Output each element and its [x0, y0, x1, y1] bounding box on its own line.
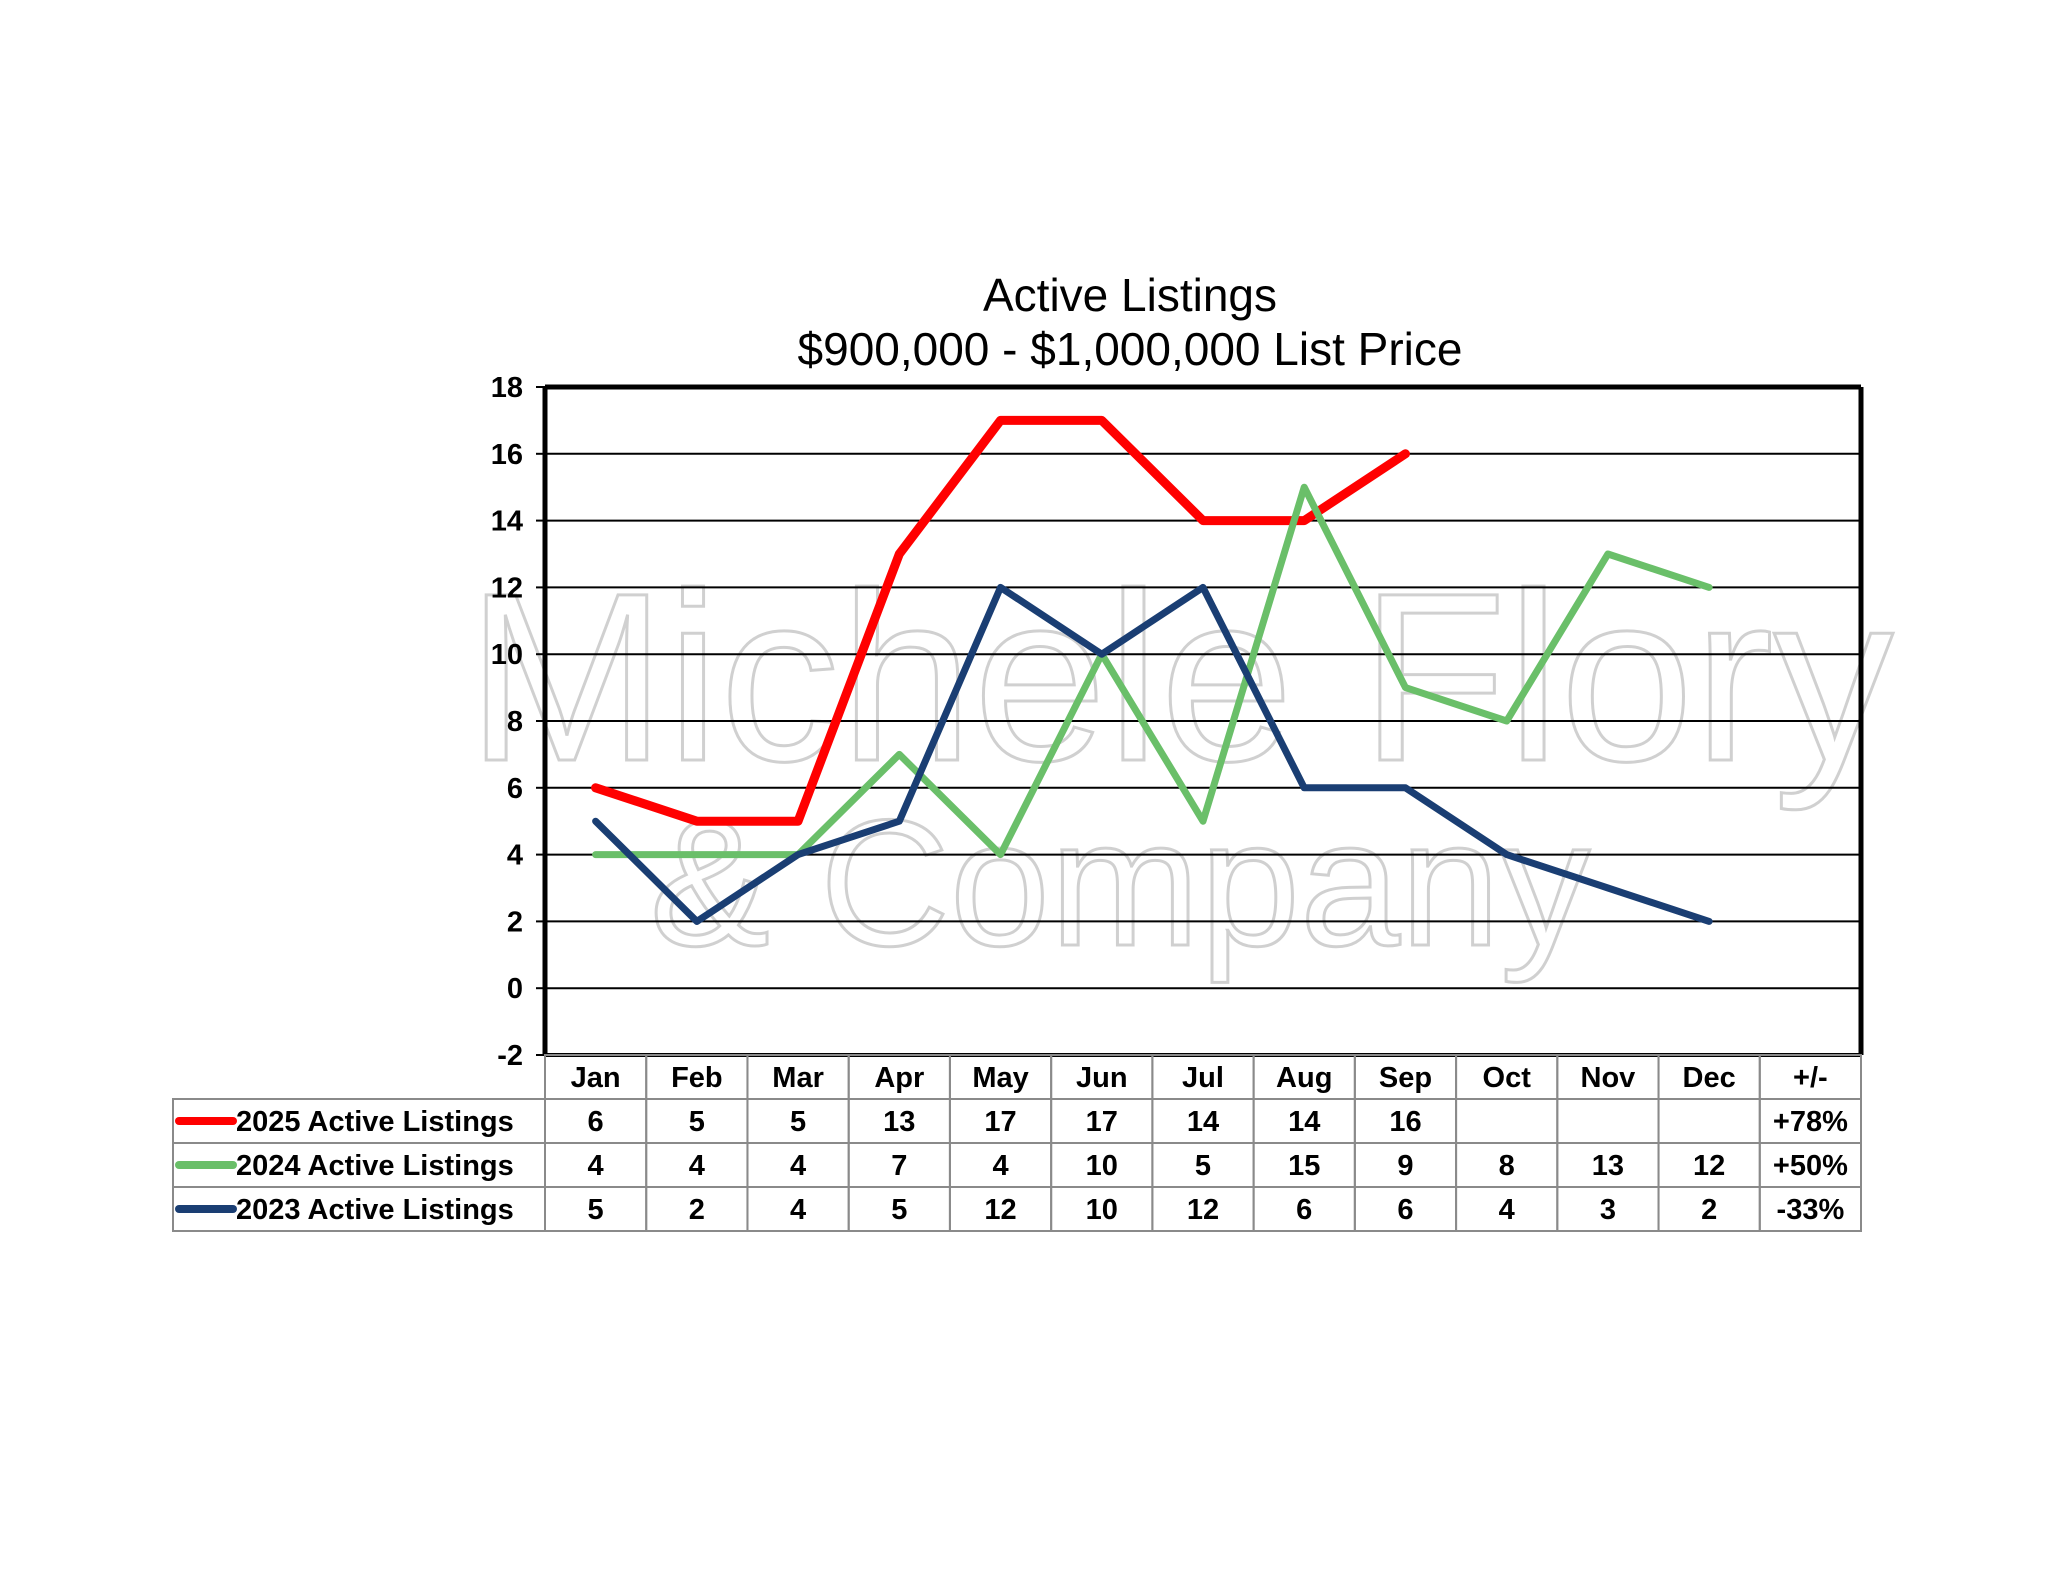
y-tick-label: 0	[507, 973, 523, 1005]
data-label: 15	[1288, 1150, 1320, 1182]
data-label: 4	[790, 1194, 806, 1226]
data-label: 4	[992, 1150, 1008, 1182]
data-label: 5	[1195, 1150, 1211, 1182]
data-label: 17	[1086, 1106, 1118, 1138]
change-value: -33%	[1777, 1194, 1845, 1226]
y-tick-label: 18	[491, 372, 523, 404]
category-label: Jan	[571, 1062, 621, 1094]
y-tick-label: 6	[507, 773, 523, 805]
data-label: 13	[883, 1106, 915, 1138]
data-label: 10	[1086, 1194, 1118, 1226]
category-label: Dec	[1683, 1062, 1736, 1094]
category-label: Feb	[671, 1062, 723, 1094]
y-tick-label: 12	[491, 572, 523, 604]
chart-subtitle: $900,000 - $1,000,000 List Price	[798, 323, 1463, 375]
data-label: 6	[1397, 1194, 1413, 1226]
legend-label: 2023 Active Listings	[236, 1194, 514, 1226]
category-label: Jun	[1076, 1062, 1128, 1094]
category-label: May	[972, 1062, 1028, 1094]
data-label: 12	[984, 1194, 1016, 1226]
data-label: 5	[891, 1194, 907, 1226]
y-tick-label: 10	[491, 639, 523, 671]
legend-label: 2024 Active Listings	[236, 1150, 514, 1182]
data-label: 7	[891, 1150, 907, 1182]
category-label: Sep	[1379, 1062, 1432, 1094]
data-label: 5	[689, 1106, 705, 1138]
data-label: 12	[1187, 1194, 1219, 1226]
data-label: 4	[588, 1150, 604, 1182]
y-tick-label: -2	[497, 1040, 523, 1072]
chart-title: Active Listings	[983, 269, 1277, 321]
category-label: Nov	[1581, 1062, 1636, 1094]
y-tick-label: 4	[507, 840, 523, 872]
table-cell	[1657, 1098, 1761, 1144]
legend-label: 2025 Active Listings	[236, 1106, 514, 1138]
y-axis: -2 0 2 4 6 8 10 12 14 16 18	[491, 372, 545, 1072]
data-label: 17	[984, 1106, 1016, 1138]
data-label: 2	[1701, 1194, 1717, 1226]
category-label: Oct	[1483, 1062, 1532, 1094]
data-label: 14	[1187, 1106, 1219, 1138]
data-label: 16	[1389, 1106, 1421, 1138]
table-cell	[1556, 1098, 1660, 1144]
change-value: +50%	[1773, 1150, 1848, 1182]
data-label: 2	[689, 1194, 705, 1226]
category-label: Apr	[874, 1062, 924, 1094]
change-value: +78%	[1773, 1106, 1848, 1138]
data-label: 13	[1592, 1150, 1624, 1182]
data-label: 4	[1499, 1194, 1515, 1226]
y-tick-label: 16	[491, 439, 523, 471]
y-tick-label: 2	[507, 906, 523, 938]
data-label: 3	[1600, 1194, 1616, 1226]
data-label: 14	[1288, 1106, 1320, 1138]
data-label: 4	[689, 1150, 705, 1182]
series-line-2024	[592, 483, 1713, 859]
data-label: 9	[1397, 1150, 1413, 1182]
data-table: Jan Feb Mar Apr May Jun Jul Aug Sep Oct Nov Dec +/- 2…	[172, 1054, 1863, 1232]
series-line-2025	[591, 415, 1410, 826]
data-label: 6	[1296, 1194, 1312, 1226]
table-cell	[1758, 1186, 1863, 1232]
change-header: +/-	[1793, 1062, 1828, 1094]
y-tick-label: 14	[491, 506, 523, 538]
category-label: Mar	[772, 1062, 824, 1094]
data-label: 5	[588, 1194, 604, 1226]
series-lines	[591, 415, 1713, 925]
category-label: Aug	[1276, 1062, 1332, 1094]
table-cell	[1455, 1098, 1559, 1144]
data-label: 5	[790, 1106, 806, 1138]
category-label: Jul	[1182, 1062, 1224, 1094]
y-tick-label: 8	[507, 706, 523, 738]
data-label: 8	[1499, 1150, 1515, 1182]
watermark-line-2: & Company	[650, 783, 1590, 984]
data-label: 6	[588, 1106, 604, 1138]
series-line-2023	[592, 583, 1713, 925]
data-label: 12	[1693, 1150, 1725, 1182]
watermark: Michele Flory & Company	[465, 542, 1895, 986]
data-label: 4	[790, 1150, 806, 1182]
data-label: 10	[1086, 1150, 1118, 1182]
watermark-line-1: Michele Flory	[467, 543, 1894, 811]
